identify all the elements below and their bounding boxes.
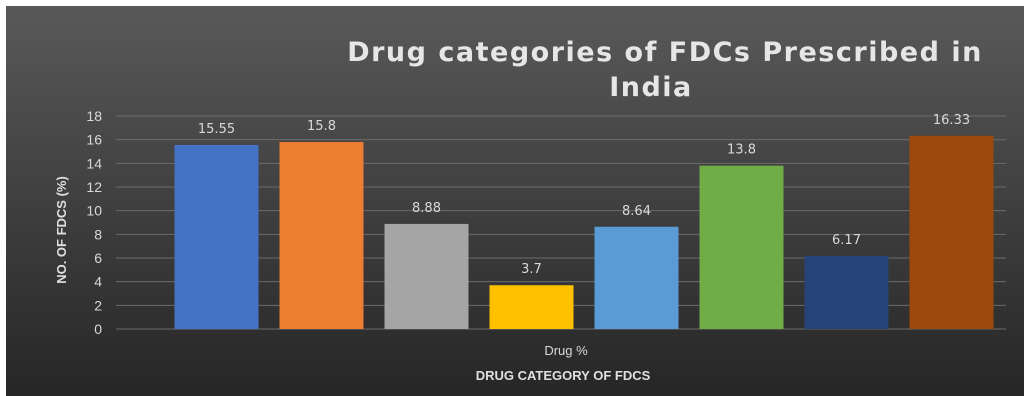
- bar: [489, 285, 574, 329]
- bar-value-label: 3.7: [521, 262, 542, 277]
- bar-value-label: 13.8: [727, 143, 756, 158]
- y-tick-label: 8: [94, 226, 102, 242]
- y-axis-ticks: 0 2 4 6 8 10 12 14 16 18: [86, 108, 102, 337]
- bar: [804, 255, 889, 329]
- chart-frame: 15.55 15.8 8.88 3.7 8.64 13.8 6.17 16.33 0 2 4 6 8 1…: [6, 6, 1024, 396]
- y-tick-label: 4: [94, 274, 102, 290]
- chart-title-line-2: India: [609, 72, 693, 103]
- y-tick-label: 14: [86, 155, 102, 171]
- y-tick-label: 0: [94, 321, 102, 337]
- y-tick-label: 6: [94, 250, 102, 266]
- bar: [279, 142, 364, 329]
- bar: [594, 226, 679, 329]
- chart-svg: 15.55 15.8 8.88 3.7 8.64 13.8 6.17 16.33 0 2 4 6 8 1…: [6, 6, 1024, 396]
- bar-value-label: 15.55: [198, 122, 235, 137]
- bars: [174, 135, 994, 329]
- bar: [909, 135, 994, 329]
- y-tick-label: 10: [86, 203, 102, 219]
- bar-value-label: 8.88: [412, 201, 441, 216]
- y-tick-label: 16: [86, 132, 102, 148]
- y-tick-label: 12: [86, 179, 102, 195]
- x-axis-title: DRUG CATEGORY OF FDCS: [476, 368, 651, 383]
- category-label: Drug %: [544, 343, 588, 358]
- y-tick-label: 2: [94, 297, 102, 313]
- bar: [384, 223, 469, 329]
- bar-value-label: 15.8: [307, 119, 336, 134]
- bar-value-label: 8.64: [622, 204, 651, 219]
- chart-title-line-1: Drug categories of FDCs Prescribed in: [347, 37, 983, 68]
- bar-value-label: 6.17: [832, 233, 861, 248]
- bar: [699, 165, 784, 329]
- bar: [174, 144, 259, 329]
- data-labels: 15.55 15.8 8.88 3.7 8.64 13.8 6.17 16.33: [198, 113, 970, 277]
- y-axis-title: NO. OF FDCS (%): [54, 176, 69, 284]
- y-tick-label: 18: [86, 108, 102, 124]
- bar-value-label: 16.33: [933, 113, 970, 128]
